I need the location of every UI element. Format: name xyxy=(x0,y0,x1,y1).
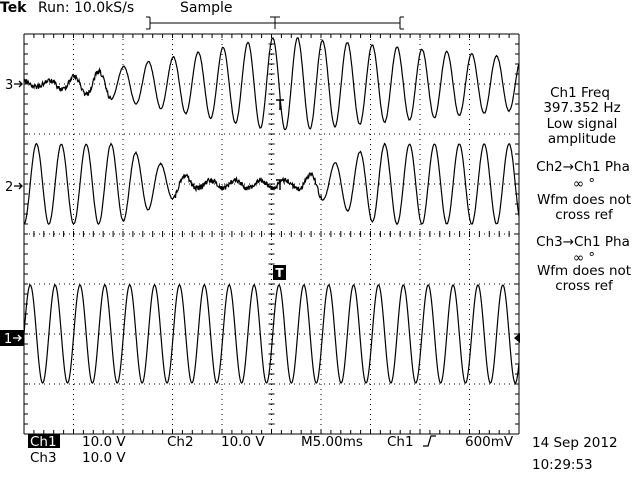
svg-text:3: 3 xyxy=(5,78,13,93)
svg-text:2: 2 xyxy=(5,180,13,195)
trigger-source: Ch1 xyxy=(387,434,414,450)
svg-text:Ch1 Freq: Ch1 Freq xyxy=(550,85,610,101)
acquisition-mode: Sample xyxy=(180,0,233,16)
ch1-label: Ch1 xyxy=(30,434,57,450)
svg-text:Ch3→Ch1 Pha: Ch3→Ch1 Pha xyxy=(536,234,630,250)
trigger-level: 600mV xyxy=(465,434,514,450)
svg-text:cross ref: cross ref xyxy=(555,207,614,223)
ch2-ground-marker: 2 xyxy=(5,180,23,195)
date: 14 Sep 2012 xyxy=(532,435,618,451)
svg-text:amplitude: amplitude xyxy=(548,131,616,147)
svg-text:Wfm does not: Wfm does not xyxy=(537,263,631,279)
svg-text:cross ref: cross ref xyxy=(555,278,614,294)
record-position-indicator xyxy=(146,16,404,30)
rising-edge-icon xyxy=(423,435,436,447)
brand-label: Tek xyxy=(0,0,27,16)
run-status: Run: 10.0kS/s xyxy=(38,0,134,16)
ch2-waveform xyxy=(23,142,520,226)
svg-text:Wfm does not: Wfm does not xyxy=(537,192,631,208)
trigger-t-marker: T xyxy=(273,265,286,280)
status-bar: Ch1 10.0 V Ch2 10.0 V M5.00ms Ch1 600mV … xyxy=(28,434,618,473)
ch1-waveform xyxy=(23,284,520,384)
measurement-2: Ch2→Ch1 Pha ∞ ° Wfm does not cross ref xyxy=(536,159,631,223)
ch2-label: Ch2 xyxy=(167,434,194,450)
ch1-scale: 10.0 V xyxy=(82,434,126,450)
ch1-label-highlight xyxy=(28,434,60,448)
svg-text:397.352 Hz: 397.352 Hz xyxy=(543,100,620,116)
measurement-1: Ch1 Freq 397.352 Hz Low signal amplitude xyxy=(543,85,620,147)
trigger-level-marker xyxy=(514,333,520,343)
ch3-label: Ch3 xyxy=(30,450,57,466)
ch3-ground-marker: 3 xyxy=(5,78,23,93)
graticule xyxy=(23,33,520,435)
timebase: M5.00ms xyxy=(301,434,363,450)
svg-text:1: 1 xyxy=(4,332,12,347)
svg-text:T: T xyxy=(275,266,284,280)
ch3-scale: 10.0 V xyxy=(82,450,126,466)
svg-text:Low signal: Low signal xyxy=(547,116,618,132)
time: 10:29:53 xyxy=(532,457,593,473)
ch2-scale: 10.0 V xyxy=(221,434,265,450)
ch1-ground-marker: 1 xyxy=(0,330,24,347)
svg-text:∞ °: ∞ ° xyxy=(573,176,595,192)
measurement-3: Ch3→Ch1 Pha ∞ ° Wfm does not cross ref xyxy=(536,234,631,294)
trigger-point-markers xyxy=(276,99,284,190)
svg-text:∞ °: ∞ ° xyxy=(573,250,595,266)
svg-text:Ch2→Ch1 Pha: Ch2→Ch1 Pha xyxy=(536,159,630,175)
header: Tek Run: 10.0kS/s Sample xyxy=(0,0,404,30)
ch3-waveform xyxy=(23,37,520,131)
